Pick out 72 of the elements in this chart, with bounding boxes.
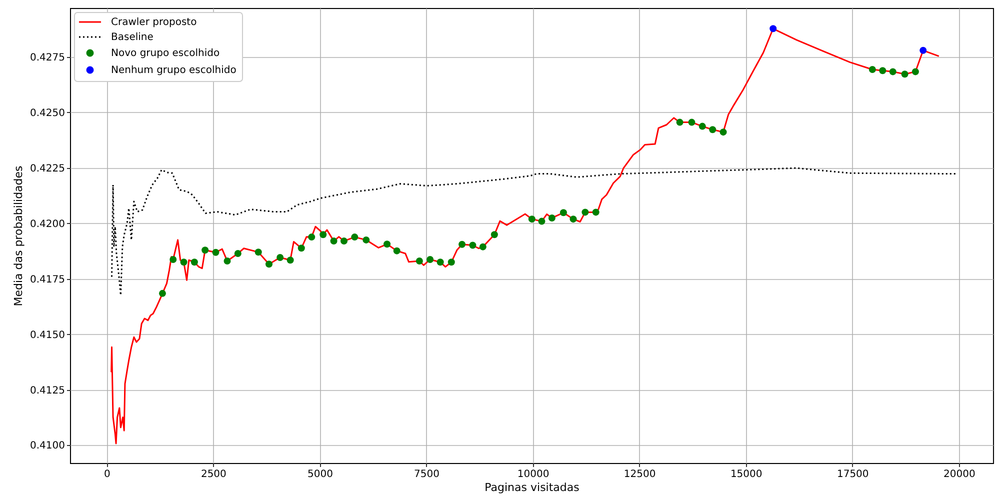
point	[384, 240, 391, 248]
point	[330, 238, 338, 245]
x-tick-label: 20000	[944, 469, 976, 480]
point	[448, 258, 455, 266]
point	[528, 216, 536, 223]
legend-label: Nenhum grupo escolhido	[111, 65, 236, 76]
y-tick-label: 0.4150	[30, 330, 65, 341]
point	[224, 258, 231, 265]
x-tick-label: 12500	[624, 469, 656, 480]
point	[320, 231, 327, 238]
point	[582, 208, 589, 216]
point	[770, 25, 777, 32]
x-tick-label: 0	[104, 469, 110, 480]
point	[158, 290, 166, 297]
point	[436, 258, 444, 266]
line-series	[111, 167, 958, 296]
point	[548, 214, 556, 222]
y-tick-label: 0.4275	[30, 52, 65, 64]
y-tick-label: 0.4175	[30, 274, 65, 286]
point	[351, 234, 358, 241]
legend-label: Crawler proposto	[111, 17, 197, 28]
point	[298, 244, 305, 252]
point	[920, 46, 927, 54]
point	[234, 250, 242, 257]
point	[286, 256, 294, 264]
point	[538, 218, 546, 225]
x-axis-title: Paginas visitadas	[484, 481, 580, 494]
point	[868, 66, 876, 73]
point	[889, 68, 896, 76]
point	[212, 248, 220, 256]
point	[393, 247, 400, 254]
point	[688, 118, 696, 126]
point	[180, 258, 188, 266]
point	[190, 258, 198, 266]
y-tick-label: 0.4225	[30, 163, 65, 174]
point	[676, 118, 684, 126]
y-tick-label: 0.4250	[30, 108, 65, 119]
legend-label: Baseline	[111, 32, 154, 43]
point	[698, 122, 706, 130]
point	[416, 258, 423, 265]
x-tick-label: 17500	[836, 469, 869, 480]
point	[490, 231, 498, 238]
point	[592, 208, 600, 216]
point	[912, 68, 919, 76]
point	[469, 242, 476, 249]
point	[340, 238, 348, 245]
x-tick-label: 7500	[414, 469, 440, 480]
point	[879, 67, 886, 74]
point	[570, 216, 577, 223]
point	[458, 240, 466, 248]
point	[362, 236, 370, 244]
point	[202, 246, 209, 254]
point	[254, 248, 262, 256]
point	[426, 256, 434, 263]
x-tick-label: 15000	[730, 469, 762, 480]
point	[308, 234, 316, 241]
x-tick-label: 10000	[517, 469, 550, 480]
y-tick-label: 0.4100	[30, 440, 65, 452]
point	[709, 126, 716, 134]
point	[560, 209, 567, 216]
y-tick-label: 0.4125	[30, 385, 65, 396]
legend-label: Novo grupo escolhido	[111, 48, 220, 59]
point	[276, 254, 284, 261]
y-tick-label: 0.4200	[30, 218, 65, 230]
x-tick-label: 5000	[307, 469, 333, 480]
x-tick-label: 2500	[200, 469, 226, 480]
point	[266, 260, 273, 268]
point	[170, 256, 177, 263]
point	[720, 128, 727, 136]
point	[901, 70, 908, 78]
y-axis-title: Media das probabilidades	[12, 165, 26, 306]
point	[479, 243, 486, 250]
